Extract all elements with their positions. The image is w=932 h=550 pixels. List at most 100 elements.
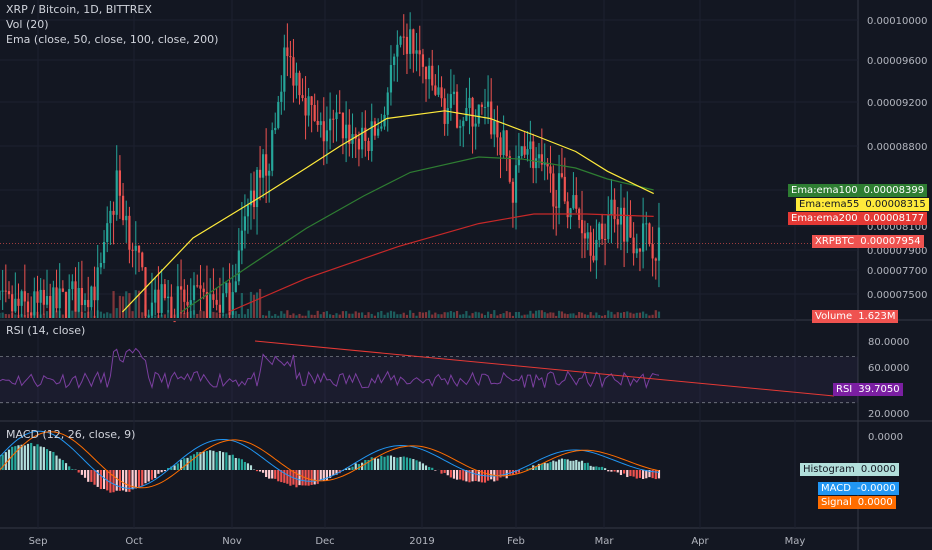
histogram-bar xyxy=(286,470,289,484)
volume-bar xyxy=(657,311,661,318)
candle-body xyxy=(231,292,234,315)
candle-body xyxy=(569,208,572,218)
volume-bar xyxy=(83,312,87,318)
volume-bar xyxy=(462,314,465,318)
volume-tag-name: Volume xyxy=(812,310,856,323)
histogram-bar xyxy=(389,455,393,470)
histogram-bar xyxy=(23,445,26,470)
volume-bar xyxy=(549,312,552,318)
candle-body xyxy=(83,299,87,306)
candle-body xyxy=(102,242,106,263)
histogram-bar xyxy=(373,457,377,470)
histogram-bar xyxy=(265,470,268,478)
candle-body xyxy=(170,296,173,318)
histogram-bar xyxy=(45,449,49,470)
histogram-bar xyxy=(11,446,14,470)
histogram-bar xyxy=(240,459,243,470)
time-axis[interactable]: Sep Oct Nov Dec 2019 Feb Mar Apr May xyxy=(29,536,806,547)
price-tick-label: 0.00010000 xyxy=(867,16,927,27)
signal-tag: Signal 0.0000 xyxy=(818,496,896,509)
candle-body xyxy=(505,130,508,157)
rsi-trendline xyxy=(254,340,835,397)
volume-bar xyxy=(629,312,632,318)
candle-body xyxy=(45,296,49,305)
volume-bar xyxy=(351,313,354,318)
candle-body xyxy=(131,249,134,251)
volume-bar xyxy=(313,314,316,318)
ema100-tag: Ema:ema100 0.00008399 xyxy=(788,184,928,197)
candle-body xyxy=(555,206,558,208)
histogram-bar xyxy=(199,452,202,470)
histogram-bar xyxy=(357,464,361,470)
candle-body xyxy=(361,127,364,150)
volume-bar xyxy=(610,311,613,318)
histogram-bar xyxy=(572,460,575,470)
candle-body xyxy=(345,124,348,139)
candle-body xyxy=(42,289,45,305)
volume-bar xyxy=(262,315,265,318)
candle-body xyxy=(147,315,150,317)
price-tick-label: 0.00009600 xyxy=(867,56,927,67)
volume-bar xyxy=(338,314,341,318)
candle-body xyxy=(87,299,90,308)
candle-body xyxy=(598,223,601,240)
histogram-bar xyxy=(642,470,645,479)
candle-body xyxy=(71,281,74,290)
volume-bar xyxy=(131,311,134,318)
histogram-bar xyxy=(102,470,106,489)
volume-bar xyxy=(167,310,170,318)
histogram-bar xyxy=(109,470,112,493)
candle-body xyxy=(183,289,186,302)
volume-bar xyxy=(304,315,307,318)
candle-body xyxy=(389,65,393,93)
candle-body xyxy=(218,304,221,313)
volume-bar xyxy=(619,312,623,318)
volume-bar xyxy=(446,312,449,318)
histogram-bar xyxy=(283,470,286,483)
volume-bar xyxy=(357,312,361,318)
candle-body xyxy=(30,312,33,316)
candle-body xyxy=(298,72,301,96)
histogram-bar xyxy=(262,470,265,473)
histogram-bar xyxy=(268,470,271,479)
volume-bar xyxy=(179,312,183,318)
histogram-bar xyxy=(14,446,17,470)
candle-body xyxy=(566,201,569,218)
candle-body xyxy=(348,124,351,144)
histogram-bar xyxy=(468,470,471,483)
candle-body xyxy=(648,223,651,245)
histogram-bar xyxy=(598,467,601,470)
candle-body xyxy=(99,262,102,268)
volume-bar xyxy=(412,312,415,318)
macd-tag: MACD -0.0000 xyxy=(818,482,899,495)
histogram-bar xyxy=(635,470,638,479)
histogram-bar xyxy=(402,456,405,470)
histogram-bar xyxy=(71,469,74,470)
volume-bar xyxy=(307,310,310,318)
candle-body xyxy=(480,104,483,107)
volume-bar xyxy=(517,311,520,318)
chart-title: XRP / Bitcoin, 1D, BITTREX xyxy=(6,3,152,16)
histogram-bar xyxy=(595,466,598,470)
candle-body xyxy=(237,250,240,282)
candle-body xyxy=(626,216,629,242)
candle-body xyxy=(58,288,61,309)
price-axis[interactable]: 0.00010000 0.00009600 0.00009200 0.00008800… xyxy=(867,16,927,443)
rsi-tag: RSI 39.7050 xyxy=(833,383,903,396)
ema200-tag-name: Ema:ema200 xyxy=(788,212,861,225)
candle-body xyxy=(386,92,389,115)
candle-body xyxy=(409,29,412,54)
volume-bar xyxy=(71,310,74,318)
volume-bar xyxy=(154,315,157,318)
volume-bar xyxy=(335,313,338,318)
volume-bar xyxy=(319,314,322,318)
price-tick-label: 0.00008100 xyxy=(867,222,927,233)
histogram-bar xyxy=(354,463,357,470)
macd-line xyxy=(0,430,660,489)
candle-body xyxy=(109,210,112,224)
candle-body xyxy=(313,104,316,121)
candle-body xyxy=(234,281,237,293)
histogram-bar xyxy=(455,470,459,480)
candle-body xyxy=(268,170,271,176)
